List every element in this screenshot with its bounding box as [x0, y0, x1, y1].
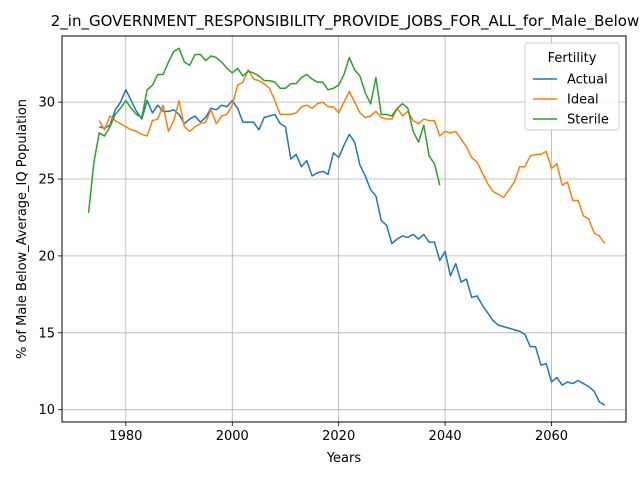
legend-label-sterile: Sterile: [567, 113, 609, 128]
legend-label-actual: Actual: [567, 73, 608, 88]
y-tick-label: 10: [38, 403, 55, 418]
series-line-ideal: [98, 69, 606, 245]
chart-title: 2_in_GOVERNMENT_RESPONSIBILITY_PROVIDE_J…: [51, 12, 639, 31]
x-tick-label: 2000: [216, 429, 249, 444]
series-layer: [87, 47, 606, 406]
x-tick-label: 2040: [429, 429, 462, 444]
x-axis-label: Years: [326, 451, 362, 466]
x-tick-label: 1980: [109, 429, 142, 444]
y-tick-label: 30: [38, 96, 55, 111]
legend: Fertility Actual Ideal Sterile: [524, 42, 620, 131]
plot-frame: [61, 35, 627, 423]
x-tick-label: 2060: [535, 429, 568, 444]
legend-label-ideal: Ideal: [567, 93, 599, 108]
y-tick-label: 20: [38, 249, 55, 264]
x-tick-label: 2020: [322, 429, 355, 444]
series-line-sterile: [87, 47, 441, 213]
x-axis: 1980 2000 2020 2040 2060: [109, 422, 568, 444]
y-axis-label: % of Male Below_Average_IQ Population: [15, 99, 30, 359]
y-tick-label: 15: [38, 326, 55, 341]
legend-box: [524, 42, 620, 131]
legend-title: Fertility: [548, 51, 597, 66]
y-tick-label: 25: [38, 173, 55, 188]
y-axis: 10 15 20 25 30: [38, 96, 62, 418]
